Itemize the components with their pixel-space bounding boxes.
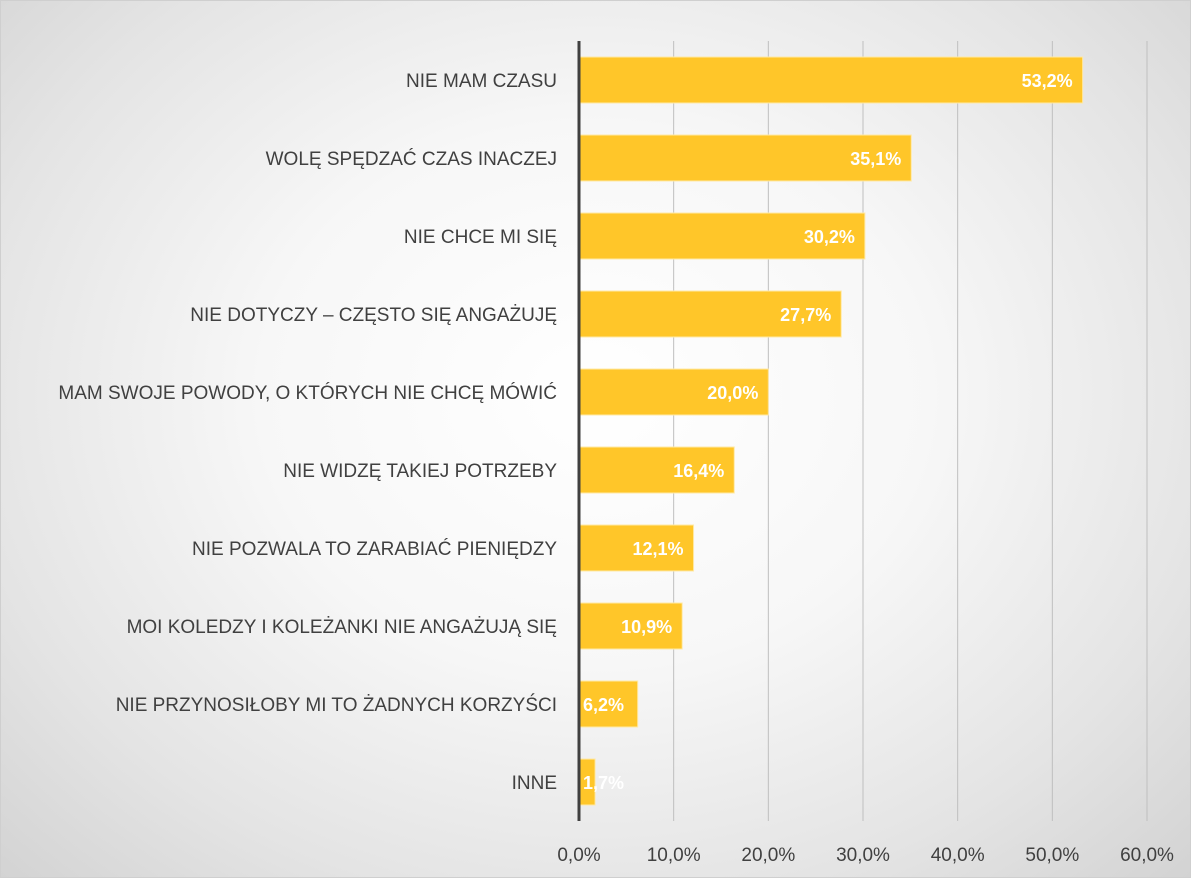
category-label: NIE PRZYNOSIŁOBY MI TO ŻADNYCH KORZYŚCI <box>116 694 557 716</box>
bar <box>578 290 842 338</box>
x-tick-label: 30,0% <box>836 845 890 866</box>
category-label: NIE MAM CZASU <box>406 71 557 92</box>
category-label: MAM SWOJE POWODY, O KTÓRYCH NIE CHCĘ MÓW… <box>58 382 557 404</box>
bar <box>578 524 695 572</box>
data-label: 6,2% <box>583 695 624 715</box>
bar <box>578 446 735 494</box>
x-tick-label: 60,0% <box>1120 845 1174 866</box>
category-label: WOLĘ SPĘDZAĆ CZAS INACZEJ <box>266 148 557 170</box>
data-label: 20,0% <box>707 383 758 403</box>
x-tick-label: 20,0% <box>741 845 795 866</box>
x-tick-label: 0,0% <box>557 845 600 866</box>
category-label: NIE CHCE MI SIĘ <box>404 227 557 248</box>
data-label: 27,7% <box>780 305 831 325</box>
category-label: NIE WIDZĘ TAKIEJ POTRZEBY <box>283 461 557 482</box>
bar <box>578 134 912 182</box>
x-tick-label: 40,0% <box>931 845 985 866</box>
bar <box>578 56 1084 104</box>
bar <box>578 368 769 416</box>
data-label: 12,1% <box>632 539 683 559</box>
data-label: 1,7% <box>583 773 624 793</box>
data-label: 35,1% <box>850 149 901 169</box>
x-tick-label: 50,0% <box>1025 845 1079 866</box>
category-label: NIE POZWALA TO ZARABIAĆ PIENIĘDZY <box>192 538 557 560</box>
data-label: 10,9% <box>621 617 672 637</box>
x-tick-label: 10,0% <box>647 845 701 866</box>
data-label: 53,2% <box>1022 71 1073 91</box>
category-label: NIE DOTYCZY – CZĘSTO SIĘ ANGAŻUJĘ <box>190 305 557 326</box>
bar <box>578 602 683 650</box>
category-label: MOI KOLEDZY I KOLEŻANKI NIE ANGAŻUJĄ SIĘ <box>127 617 557 638</box>
bar <box>578 680 639 728</box>
data-label: 16,4% <box>673 461 724 481</box>
data-label: 30,2% <box>804 227 855 247</box>
category-label: INNE <box>512 773 557 794</box>
